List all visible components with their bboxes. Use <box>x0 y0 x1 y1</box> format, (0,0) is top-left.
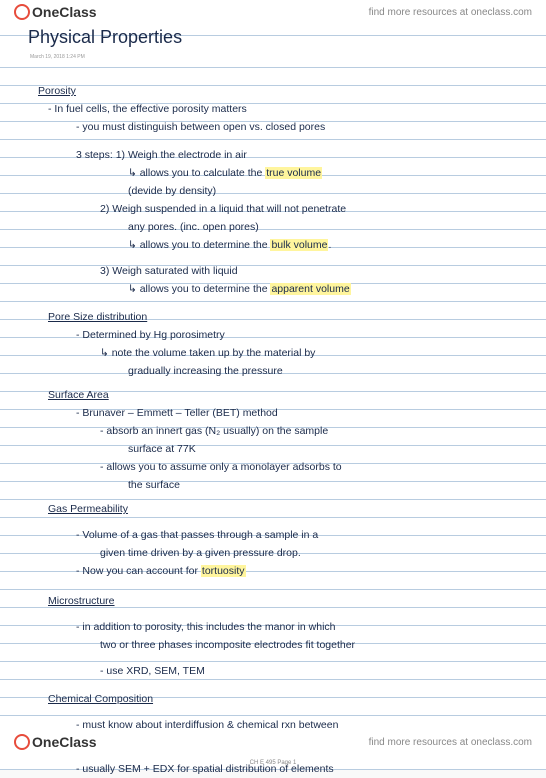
text-line: ↳ allows you to calculate the true volum… <box>128 164 532 182</box>
highlight-text: apparent volume <box>270 283 350 295</box>
text-line: - you must distinguish between open vs. … <box>76 118 532 136</box>
text-line: the surface <box>128 476 532 494</box>
text-line: 2) Weigh suspended in a liquid that will… <box>100 200 532 218</box>
text-line: (devide by density) <box>128 182 532 200</box>
text-line: any pores. (inc. open pores) <box>128 218 532 236</box>
header-bar: OneClass find more resources at oneclass… <box>0 0 546 24</box>
page-title: Physical Properties <box>28 28 532 46</box>
section-chem-heading: Chemical Composition <box>48 690 532 708</box>
page-number: CH E 495 Page 1 <box>0 760 546 766</box>
note-content: Physical Properties March 19, 2018 1:24 … <box>28 28 532 778</box>
logo-text: OneClass <box>32 4 97 20</box>
footer-tagline[interactable]: find more resources at oneclass.com <box>369 737 532 748</box>
text-line: - in addition to porosity, this includes… <box>76 618 532 636</box>
text-line: two or three phases incomposite electrod… <box>100 636 532 654</box>
text-line: 3) Weigh saturated with liquid <box>100 262 532 280</box>
section-gas-heading: Gas Permeability <box>48 500 532 518</box>
text-line: 3 steps: 1) Weigh the electrode in air <box>76 146 532 164</box>
text-line: - Volume of a gas that passes through a … <box>76 526 532 544</box>
text-line: given time driven by a given pressure dr… <box>100 544 532 562</box>
step-text: . <box>328 239 331 251</box>
step-text: ↳ allows you to determine the <box>128 239 270 251</box>
date-stamp: March 19, 2018 1:24 PM <box>30 48 532 66</box>
section-micro-heading: Microstructure <box>48 592 532 610</box>
section-surface-heading: Surface Area <box>48 386 532 404</box>
text-line: - allows you to assume only a monolayer … <box>100 458 532 476</box>
highlight-text: true volume <box>265 167 322 179</box>
text-line: - use XRD, SEM, TEM <box>100 662 532 680</box>
highlight-text: bulk volume <box>270 239 328 251</box>
logo-ring-icon <box>14 4 30 20</box>
text-line: - In fuel cells, the effective porosity … <box>48 100 532 118</box>
text-line: - Brunaver – Emmett – Teller (BET) metho… <box>76 404 532 422</box>
section-pore-heading: Pore Size distribution <box>48 308 532 326</box>
text-line: ↳ allows you to determine the apparent v… <box>128 280 532 298</box>
step-text: - Now you can account for <box>76 565 201 577</box>
brand-logo[interactable]: OneClass <box>14 4 97 20</box>
text-line: - Now you can account for tortuosity <box>76 562 532 580</box>
notebook-paper: OneClass find more resources at oneclass… <box>0 0 546 770</box>
step-text: ↳ allows you to calculate the <box>128 167 265 179</box>
brand-logo[interactable]: OneClass <box>14 734 97 750</box>
step-text: 1) Weigh the electrode in air <box>116 149 247 161</box>
highlight-text: tortuosity <box>201 565 246 577</box>
section-porosity-heading: Porosity <box>38 82 532 100</box>
text-line: ↳ allows you to determine the bulk volum… <box>128 236 532 254</box>
text-line: - Determined by Hg porosimetry <box>76 326 532 344</box>
text-line: ↳ note the volume taken up by the materi… <box>100 344 532 362</box>
footer-bar: OneClass find more resources at oneclass… <box>0 730 546 754</box>
step-text: ↳ allows you to determine the <box>128 283 270 295</box>
logo-ring-icon <box>14 734 30 750</box>
logo-text: OneClass <box>32 734 97 750</box>
text-line: - absorb an innert gas (N₂ usually) on t… <box>100 422 532 440</box>
text-line: surface at 77K <box>128 440 532 458</box>
header-tagline[interactable]: find more resources at oneclass.com <box>369 7 532 18</box>
text-line: gradually increasing the pressure <box>128 362 532 380</box>
steps-label: 3 steps: <box>76 149 113 161</box>
